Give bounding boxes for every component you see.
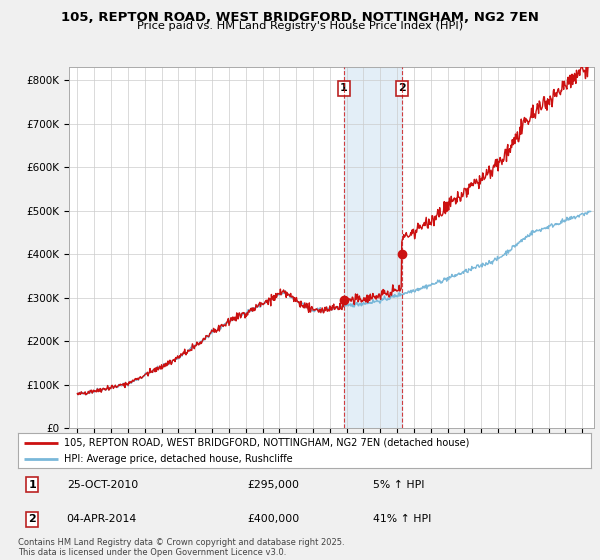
- Text: 105, REPTON ROAD, WEST BRIDGFORD, NOTTINGHAM, NG2 7EN (detached house): 105, REPTON ROAD, WEST BRIDGFORD, NOTTIN…: [64, 437, 469, 447]
- Text: 2: 2: [398, 83, 406, 94]
- Text: £400,000: £400,000: [247, 514, 299, 524]
- Text: 1: 1: [340, 83, 347, 94]
- Text: 5% ↑ HPI: 5% ↑ HPI: [373, 479, 425, 489]
- Text: 41% ↑ HPI: 41% ↑ HPI: [373, 514, 431, 524]
- Text: 25-OCT-2010: 25-OCT-2010: [67, 479, 138, 489]
- Text: 04-APR-2014: 04-APR-2014: [67, 514, 137, 524]
- Text: Price paid vs. HM Land Registry's House Price Index (HPI): Price paid vs. HM Land Registry's House …: [137, 21, 463, 31]
- Text: £295,000: £295,000: [247, 479, 299, 489]
- Text: HPI: Average price, detached house, Rushcliffe: HPI: Average price, detached house, Rush…: [64, 454, 292, 464]
- Text: 2: 2: [28, 514, 36, 524]
- Text: 105, REPTON ROAD, WEST BRIDGFORD, NOTTINGHAM, NG2 7EN: 105, REPTON ROAD, WEST BRIDGFORD, NOTTIN…: [61, 11, 539, 24]
- Text: Contains HM Land Registry data © Crown copyright and database right 2025.
This d: Contains HM Land Registry data © Crown c…: [18, 538, 344, 557]
- Text: 1: 1: [28, 479, 36, 489]
- Bar: [344, 67, 401, 428]
